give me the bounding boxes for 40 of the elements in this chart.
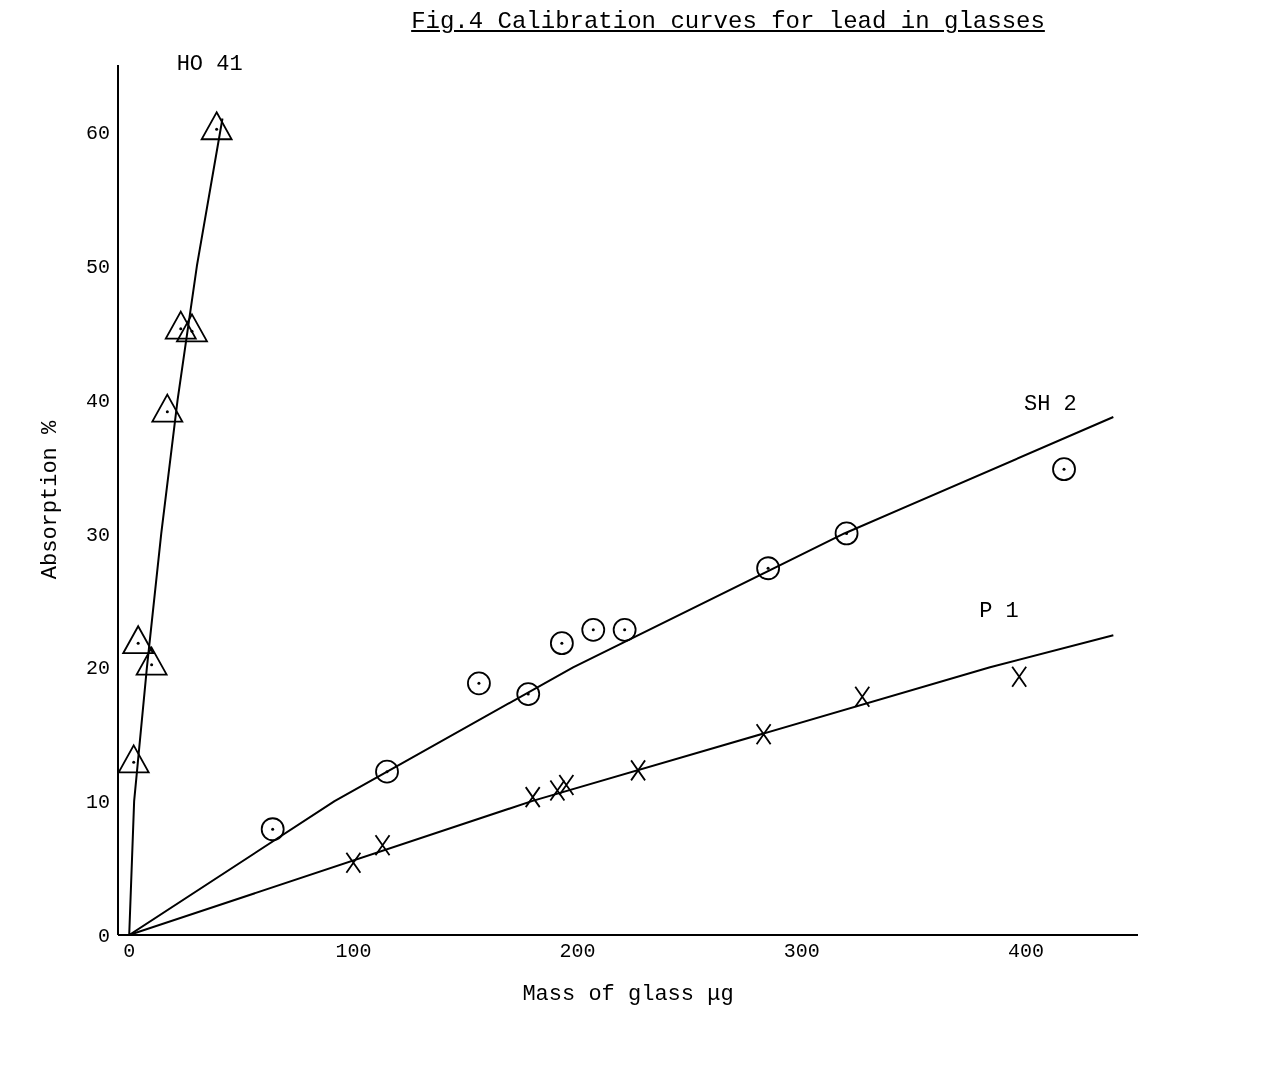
- text: HO 41: [176, 51, 243, 77]
- point: [516, 682, 541, 706]
- x-tick-label: 200: [559, 940, 596, 964]
- point: [755, 723, 772, 746]
- point: [200, 111, 233, 141]
- point: [345, 851, 362, 874]
- point: [164, 310, 197, 340]
- x-tick-label: 100: [335, 940, 372, 964]
- point: [756, 556, 781, 581]
- y-tick-label: 30: [85, 523, 110, 547]
- point: [854, 685, 871, 708]
- point: [375, 759, 399, 784]
- point: [1011, 665, 1028, 688]
- y-axis-title: Absorption %: [37, 420, 63, 580]
- series-label: SH 2: [1024, 391, 1077, 417]
- x-axis-title: Mass of glass μg: [522, 982, 734, 1007]
- point: [549, 631, 574, 656]
- point: [581, 617, 606, 642]
- series-label: P 1: [979, 599, 1019, 625]
- point: [612, 617, 637, 642]
- point: [176, 313, 208, 343]
- point: [260, 817, 285, 842]
- y-tick-label: 50: [85, 255, 110, 279]
- y-tick-label: 60: [85, 122, 110, 146]
- point: [374, 834, 391, 857]
- point: [549, 779, 566, 802]
- point: [467, 671, 491, 696]
- point: [151, 393, 184, 423]
- y-tick-label: 10: [85, 791, 110, 815]
- x-tick-label: 0: [123, 940, 136, 964]
- x-tick-label: 300: [783, 940, 820, 964]
- x-tick-label: 400: [1007, 940, 1044, 964]
- y-tick-label: 40: [85, 389, 110, 413]
- y-tick-label: 0: [97, 925, 110, 949]
- point: [834, 521, 859, 546]
- chart-title: Fig.4 Calibration curves for lead in glasses: [410, 8, 1046, 35]
- point: [1052, 457, 1076, 482]
- y-tick-label: 20: [85, 657, 110, 681]
- point: [524, 786, 541, 809]
- point: [558, 774, 575, 796]
